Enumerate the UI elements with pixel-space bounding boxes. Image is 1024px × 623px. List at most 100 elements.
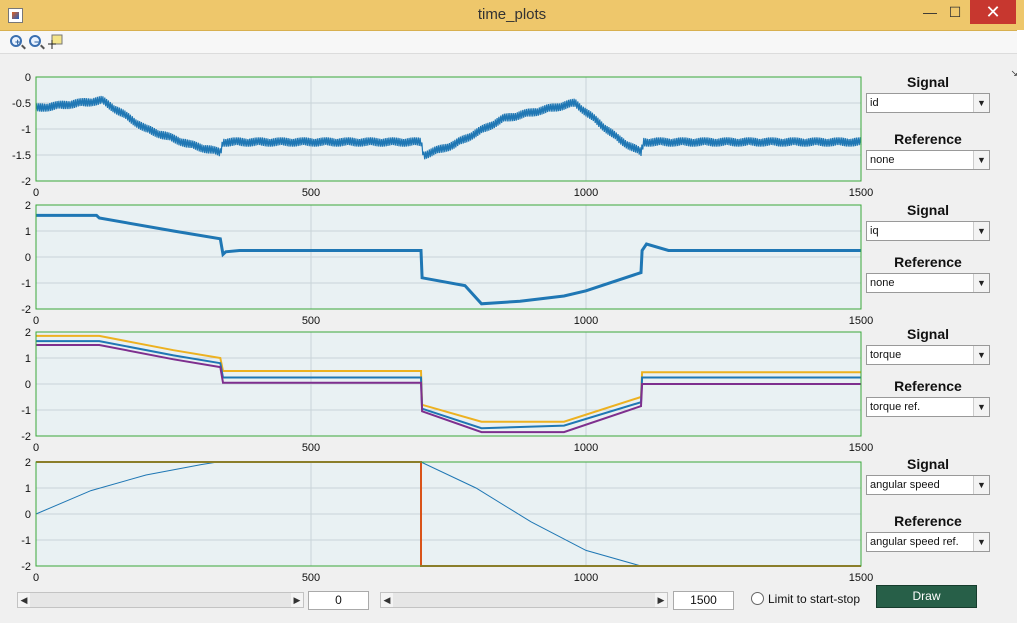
y-tick-label: 0: [25, 379, 31, 391]
y-tick-label: -1: [21, 405, 31, 417]
reference-dropdown[interactable]: none ▼: [866, 273, 990, 293]
chevron-down-icon[interactable]: ▼: [973, 151, 989, 169]
plot-angular-speed-axes[interactable]: 210-1-20 500 1000 1500: [0, 455, 880, 584]
series-line: [35, 95, 862, 160]
signal-dropdown[interactable]: iq ▼: [866, 221, 990, 241]
x-tick-label: 0: [33, 187, 39, 199]
stop-slider[interactable]: ◀ ▶: [380, 592, 668, 608]
reference-value: angular speed ref.: [870, 536, 959, 548]
axes-box: [35, 331, 862, 437]
zoom-out-icon[interactable]: −: [28, 34, 44, 50]
y-tick-label: -1: [21, 124, 31, 136]
window-title: time_plots: [477, 6, 547, 23]
reference-label: Reference: [894, 513, 962, 529]
plot-torque[interactable]: 2 1 0 -1 -2 0 500 1000 1500: [0, 325, 880, 458]
signal-dropdown[interactable]: id ▼: [866, 93, 990, 113]
y-tick-label: 2: [25, 200, 31, 212]
y-tick-label: -1: [21, 535, 31, 547]
reference-label: Reference: [894, 131, 962, 147]
minimize-button[interactable]: —: [923, 4, 937, 20]
series-line: [36, 213, 861, 306]
chevron-down-icon[interactable]: ▼: [973, 274, 989, 292]
close-button[interactable]: ✕: [970, 0, 1016, 24]
signal-label: Signal: [906, 456, 949, 472]
signal-value: torque: [870, 349, 902, 361]
reference-dropdown[interactable]: angular speed ref. ▼: [866, 532, 990, 552]
signal-value: angular speed: [870, 479, 940, 491]
y-tick-label: 1: [25, 483, 31, 495]
limit-radio[interactable]: [751, 592, 764, 605]
x-tick-label: 1500: [849, 187, 873, 199]
signal-value: iq: [870, 225, 879, 237]
signal-value: id: [870, 97, 879, 109]
y-tick-label: -2: [21, 561, 31, 573]
x-tick-label: 0: [33, 315, 39, 327]
chevron-left-icon[interactable]: ◀: [18, 593, 30, 607]
x-tick-label: 0: [33, 572, 39, 584]
reference-value: none: [870, 277, 895, 289]
toolbar-expand-icon[interactable]: ↘: [1010, 68, 1018, 78]
y-tick-label: 0: [25, 72, 31, 84]
x-tick-label: 1500: [849, 442, 873, 454]
plot-id-axes[interactable]: 0-0.5-1-1.5-20 500 1000 1500: [0, 70, 880, 199]
chevron-down-icon[interactable]: ▼: [973, 94, 989, 112]
start-input[interactable]: 0: [308, 591, 369, 610]
figure-toolbar: + − ↘: [0, 31, 1024, 78]
x-tick-label: 1000: [574, 572, 598, 584]
data-cursor-icon[interactable]: [47, 34, 63, 50]
x-tick-label: 500: [302, 442, 320, 454]
axes-box: [35, 461, 862, 567]
draw-button[interactable]: Draw: [876, 585, 977, 608]
y-tick-label: 1: [25, 226, 31, 238]
stop-input[interactable]: 1500: [673, 591, 734, 610]
signal-dropdown[interactable]: angular speed ▼: [866, 475, 990, 495]
series-line: [36, 344, 861, 434]
chevron-down-icon[interactable]: ▼: [973, 222, 989, 240]
maximize-button[interactable]: ☐: [948, 3, 962, 20]
reference-value: none: [870, 154, 895, 166]
zoom-in-icon[interactable]: +: [9, 34, 25, 50]
y-tick-label: -2: [21, 431, 31, 443]
y-tick-label: -2: [21, 176, 31, 188]
y-tick-label: 0: [25, 509, 31, 521]
window-edge: [1017, 30, 1024, 623]
y-tick-label: -1: [21, 278, 31, 290]
reference-label: Reference: [894, 378, 962, 394]
axes-box: [35, 76, 862, 182]
chevron-down-icon[interactable]: ▼: [973, 346, 989, 364]
x-tick-label: 500: [302, 315, 320, 327]
plot-angular-speed[interactable]: 2 1 0 -1 -2 0 500 1000 1500: [0, 455, 880, 588]
chevron-right-icon[interactable]: ▶: [655, 593, 667, 607]
plot-iq-axes[interactable]: 210-1-20 500 1000 1500: [0, 198, 880, 327]
chevron-left-icon[interactable]: ◀: [381, 593, 393, 607]
x-tick-label: 1500: [849, 315, 873, 327]
signal-dropdown[interactable]: torque ▼: [866, 345, 990, 365]
plot-iq[interactable]: 2 1 0 -1 -2 0 500 1000 1500: [0, 198, 880, 331]
x-tick-label: 1000: [574, 315, 598, 327]
matlab-icon: [8, 8, 23, 23]
y-tick-label: 1: [25, 353, 31, 365]
axes-box: [35, 204, 862, 310]
start-slider[interactable]: ◀ ▶: [17, 592, 304, 608]
reference-dropdown[interactable]: none ▼: [866, 150, 990, 170]
reference-label: Reference: [894, 254, 962, 270]
x-tick-label: 500: [302, 572, 320, 584]
x-tick-label: 1000: [574, 187, 598, 199]
x-tick-label: 0: [33, 442, 39, 454]
y-tick-label: 2: [25, 327, 31, 339]
plot-torque-axes[interactable]: 210-1-20 500 1000 1500: [0, 325, 880, 454]
title-bar: time_plots — ☐ ✕: [0, 0, 1024, 31]
signal-label: Signal: [906, 326, 949, 342]
chevron-down-icon[interactable]: ▼: [973, 398, 989, 416]
reference-value: torque ref.: [870, 401, 921, 413]
y-tick-label: 2: [25, 457, 31, 469]
chevron-down-icon[interactable]: ▼: [973, 533, 989, 551]
reference-dropdown[interactable]: torque ref. ▼: [866, 397, 990, 417]
signal-label: Signal: [906, 74, 949, 90]
chevron-down-icon[interactable]: ▼: [973, 476, 989, 494]
chevron-right-icon[interactable]: ▶: [291, 593, 303, 607]
plot-id[interactable]: 0 -0.5 -1 -1.5 -2 0 500 1000 1500: [0, 70, 880, 203]
signal-label: Signal: [906, 202, 949, 218]
y-tick-label: 0: [25, 252, 31, 264]
limit-label: Limit to start-stop: [768, 592, 861, 606]
